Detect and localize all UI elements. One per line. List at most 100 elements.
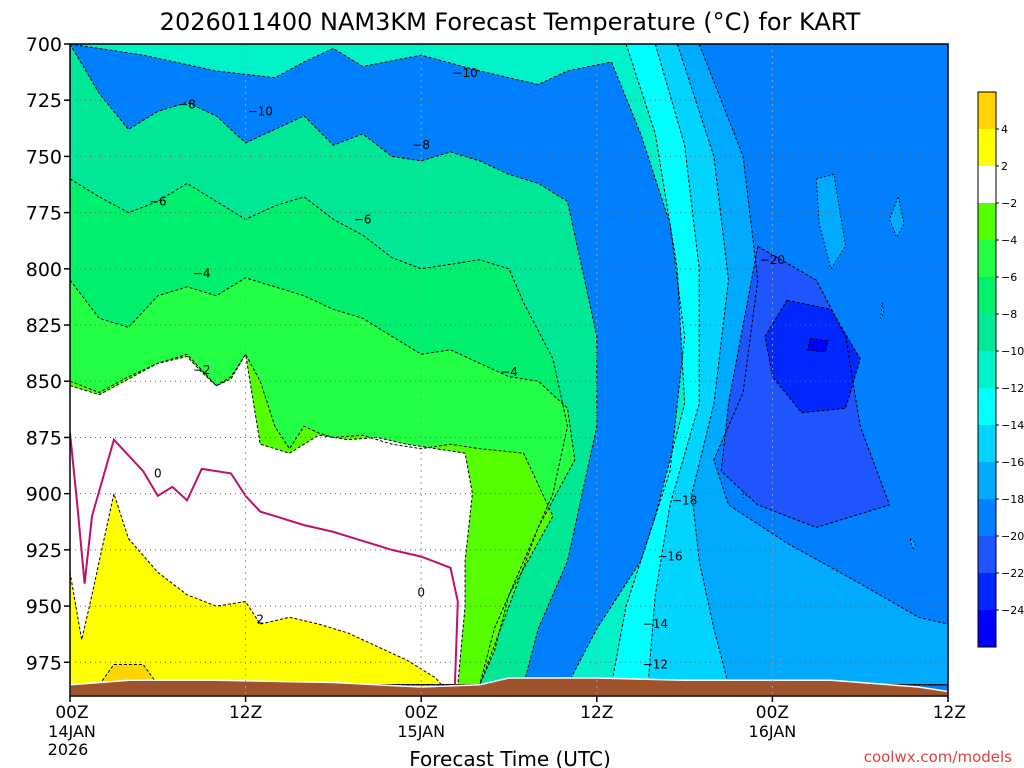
legend-swatch-2 bbox=[978, 166, 996, 203]
y-axis: 700 725 750 775 800 825 850 875 900 925 950 975 bbox=[26, 34, 70, 674]
legend-swatch-4 bbox=[978, 240, 996, 277]
fill-region-7 bbox=[807, 338, 828, 352]
contour-label-11: 2 bbox=[256, 613, 264, 627]
ytick-label-5: 825 bbox=[26, 315, 62, 337]
plot-frame bbox=[69, 43, 949, 697]
contour-line-5 bbox=[720, 245, 891, 528]
ytick-label-11: 975 bbox=[26, 652, 62, 674]
x-axis-label: Forecast Time (UTC) bbox=[409, 747, 611, 768]
legend-swatch-14 bbox=[978, 610, 996, 647]
ytick-label-10: 950 bbox=[26, 596, 62, 618]
legend-label-4: −6 bbox=[1001, 271, 1017, 284]
contour-label-8: −2 bbox=[193, 363, 211, 377]
fill-region-6 bbox=[765, 300, 861, 413]
contour-line-13 bbox=[70, 491, 445, 688]
legend-swatch-3 bbox=[978, 203, 996, 240]
contour-line-10 bbox=[70, 277, 576, 686]
ytick-label-7: 875 bbox=[26, 427, 62, 449]
legend-swatch-0 bbox=[978, 92, 996, 129]
contour-line-7 bbox=[806, 337, 829, 353]
xtick-label-0: 00Z bbox=[55, 703, 88, 723]
legend-label-9: −16 bbox=[1001, 456, 1024, 469]
fill-region-13 bbox=[70, 493, 444, 687]
legend-swatch-11 bbox=[978, 499, 996, 536]
ytick-label-2: 750 bbox=[26, 146, 62, 168]
legend-swatch-8 bbox=[978, 388, 996, 425]
island-1 bbox=[889, 195, 905, 239]
xtick-label-4: 00Z bbox=[756, 703, 789, 723]
xtick-date-4: 16JAN bbox=[749, 722, 797, 741]
contour-label-7: −4 bbox=[500, 365, 518, 379]
contour-label-10: 0 bbox=[417, 586, 425, 600]
legend-swatch-5 bbox=[978, 277, 996, 314]
ytick-label-6: 850 bbox=[26, 371, 62, 393]
legend-label-3: −4 bbox=[1001, 234, 1017, 247]
temperature-fills bbox=[70, 44, 948, 696]
contour-label-12: −20 bbox=[760, 253, 785, 267]
legend-label-12: −22 bbox=[1001, 567, 1024, 580]
watermark-text: coolwx.com/models bbox=[864, 748, 1012, 766]
ground-terrain bbox=[70, 677, 948, 696]
legend-swatch-12 bbox=[978, 536, 996, 573]
ytick-label-0: 700 bbox=[26, 34, 62, 56]
xtick-label-3: 12Z bbox=[580, 703, 613, 723]
contour-line-8 bbox=[70, 44, 598, 686]
xtick-date-0: 14JAN bbox=[48, 722, 96, 741]
contour-label-3: −8 bbox=[412, 138, 430, 152]
contour-label-14: −16 bbox=[657, 550, 682, 564]
legend-swatch-7 bbox=[978, 351, 996, 388]
legend-label-0: 4 bbox=[1001, 123, 1008, 136]
xtick-label-1: 12Z bbox=[229, 703, 262, 723]
legend-swatch-1 bbox=[978, 129, 996, 166]
ytick-label-4: 800 bbox=[26, 259, 62, 281]
chart-title: 2026011400 NAM3KM Forecast Temperature (… bbox=[160, 8, 861, 36]
legend-label-1: 2 bbox=[1001, 160, 1008, 173]
contour-line-0 bbox=[70, 44, 948, 686]
legend-frame bbox=[977, 91, 997, 648]
legend-label-5: −8 bbox=[1001, 308, 1017, 321]
xtick-date-2: 15JAN bbox=[397, 722, 445, 741]
contour-label-9: 0 bbox=[154, 466, 162, 480]
legend-swatch-6 bbox=[978, 314, 996, 351]
contour-label-13: −18 bbox=[672, 493, 697, 507]
contour-line-2 bbox=[647, 44, 948, 686]
xtick-label-2: 00Z bbox=[405, 703, 438, 723]
contour-lines bbox=[70, 44, 948, 696]
island-3 bbox=[909, 537, 917, 552]
contour-line-3 bbox=[676, 44, 948, 686]
contour-line-1 bbox=[610, 44, 948, 686]
island-0 bbox=[815, 173, 847, 270]
contour-line-6 bbox=[764, 299, 861, 414]
legend-label-2: −2 bbox=[1001, 197, 1017, 210]
legend-label-6: −10 bbox=[1001, 345, 1024, 358]
legend-label-8: −14 bbox=[1001, 419, 1024, 432]
ytick-label-3: 775 bbox=[26, 203, 62, 225]
legend-swatch-10 bbox=[978, 462, 996, 499]
legend-label-7: −12 bbox=[1001, 382, 1024, 395]
contour-label-0: −10 bbox=[452, 66, 477, 80]
ytick-label-9: 925 bbox=[26, 540, 62, 562]
legend-swatch-13 bbox=[978, 573, 996, 610]
contour-label-4: −6 bbox=[149, 194, 167, 208]
color-legend: 4 2 −2 −4 −6 −8 −10 −12 −14 −16 −18 −20 −22 −24 bbox=[977, 91, 1024, 648]
island-2 bbox=[880, 302, 885, 319]
legend-label-10: −18 bbox=[1001, 493, 1024, 506]
contour-line-11 bbox=[70, 353, 554, 686]
contour-label-16: −12 bbox=[643, 658, 668, 672]
xtick-label-5: 12Z bbox=[933, 703, 966, 723]
contour-label-15: −14 bbox=[643, 617, 668, 631]
contour-line-14 bbox=[98, 664, 159, 686]
freezing-line-0 bbox=[70, 432, 459, 685]
contour-label-1: −10 bbox=[248, 104, 273, 118]
contour-label-5: −6 bbox=[354, 212, 372, 226]
contour-line-12 bbox=[70, 352, 473, 686]
ytick-label-1: 725 bbox=[26, 90, 62, 112]
contour-label-2: −8 bbox=[178, 98, 196, 112]
ytick-label-8: 900 bbox=[26, 484, 62, 506]
legend-label-11: −20 bbox=[1001, 530, 1024, 543]
xtick-year-0: 2026 bbox=[48, 740, 89, 759]
island-4 bbox=[742, 490, 747, 500]
